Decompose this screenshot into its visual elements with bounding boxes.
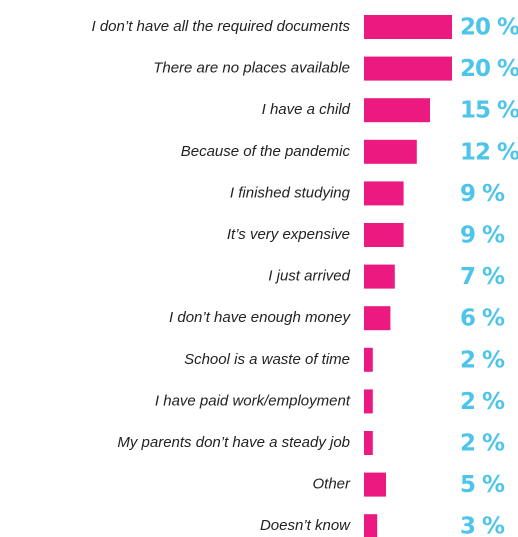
bar [364, 98, 430, 123]
category-label: Other [312, 476, 351, 493]
value-label: 15 % [460, 98, 518, 124]
category-label: I have a child [262, 101, 351, 118]
bar [364, 139, 417, 164]
value-label: 9 % [460, 223, 505, 249]
category-label: There are no places available [153, 60, 350, 77]
category-label: I just arrived [268, 268, 350, 285]
value-label: 6 % [460, 306, 505, 332]
value-label: 2 % [460, 347, 505, 373]
category-label: I don’t have enough money [169, 309, 351, 326]
bar [364, 389, 373, 414]
category-label: Doesn’t know [260, 517, 351, 534]
value-label: 2 % [460, 431, 505, 457]
bar [364, 431, 373, 455]
bar [364, 306, 391, 331]
bar [364, 15, 452, 39]
category-label: I finished studying [230, 184, 351, 201]
value-label: 20 % [460, 15, 518, 41]
value-label: 2 % [460, 389, 505, 415]
bar [364, 223, 404, 247]
bar [364, 472, 386, 497]
value-label: 20 % [460, 56, 518, 82]
value-label: 12 % [460, 139, 518, 165]
bar [364, 56, 452, 81]
category-label: Because of the pandemic [181, 143, 351, 160]
bar [364, 514, 378, 537]
category-label: I don’t have all the required documents [92, 18, 351, 35]
category-label: I have paid work/employment [155, 392, 351, 409]
bar [364, 181, 404, 206]
value-label: 9 % [460, 181, 505, 207]
value-label: 7 % [460, 264, 505, 290]
bar [364, 264, 395, 289]
bar [364, 347, 373, 372]
value-label: 3 % [460, 514, 505, 537]
category-label: My parents don’t have a steady job [117, 434, 350, 451]
category-label: It’s very expensive [227, 226, 350, 243]
category-label: School is a waste of time [184, 351, 350, 368]
value-label: 5 % [460, 472, 505, 498]
